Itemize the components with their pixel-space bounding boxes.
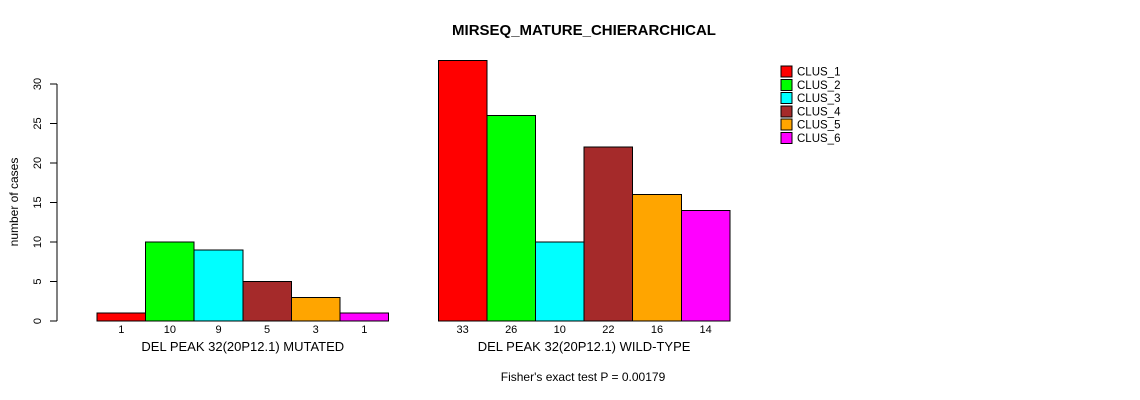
bar-value-label: 10 [164, 324, 176, 336]
bar-value-label: 5 [264, 324, 270, 336]
y-axis-tick-label: 0 [32, 318, 44, 324]
legend-swatch-clus_6 [780, 132, 793, 144]
y-axis-tick-label: 15 [32, 196, 44, 208]
legend-swatch-clus_1 [780, 65, 793, 78]
legend-item-label: CLUS_2 [797, 80, 840, 92]
bar-clus_4-group2 [583, 146, 634, 322]
legend-item-label: CLUS_1 [797, 67, 840, 79]
legend-swatch-clus_3 [780, 92, 793, 105]
y-axis-tick-label: 20 [32, 157, 44, 169]
y-axis-tick-label: 5 [32, 278, 44, 284]
legend-swatch-clus_5 [780, 118, 793, 131]
legend-item-label: CLUS_5 [797, 120, 840, 132]
legend-item-label: CLUS_4 [797, 106, 841, 118]
y-axis-tick-label: 10 [32, 236, 44, 248]
chart-title: MIRSEQ_MATURE_CHIERARCHICAL [452, 22, 716, 39]
bar-value-label: 1 [118, 324, 124, 336]
legend-item-label: CLUS_3 [797, 93, 840, 105]
bar-value-labels: 1 10 9 5 3 1 33 26 10 22 16 14 [118, 324, 711, 336]
bar-clus_6-group2 [680, 209, 731, 322]
y-axis: 0 5 10 15 20 25 30 [32, 78, 58, 324]
bar-clus_2-group2 [486, 115, 536, 322]
bar-value-label: 14 [699, 324, 711, 336]
bar-clus_5-group1 [290, 296, 341, 322]
legend-swatch-clus_4 [780, 105, 793, 118]
bar-clus_2-group1 [145, 241, 195, 322]
bar-value-label: 16 [651, 324, 663, 336]
fisher-test-annotation: Fisher's exact test P = 0.00179 [501, 370, 666, 384]
bar-value-label: 26 [505, 324, 517, 336]
bar-value-label: 22 [602, 324, 614, 336]
group-2-axis-label: DEL PEAK 32(20P12.1) WILD-TYPE [478, 339, 691, 354]
bar-value-label: 3 [313, 324, 319, 336]
bar-value-label: 10 [554, 324, 566, 336]
bar-clus_3-group2 [535, 241, 585, 322]
bar-clus_1-group2 [437, 59, 488, 322]
bar-clus_3-group1 [193, 249, 244, 322]
legend-item-label: CLUS_6 [797, 133, 840, 145]
group-1-axis-label: DEL PEAK 32(20P12.1) MUTATED [141, 339, 344, 354]
bar-value-label: 33 [456, 324, 468, 336]
bar-value-label: 9 [215, 324, 221, 336]
y-axis-tick-label: 30 [32, 78, 44, 90]
bar-clus_6-group1 [339, 312, 390, 322]
legend-swatch-clus_2 [780, 78, 793, 91]
y-axis-label: number of cases [7, 158, 21, 247]
bar-clus_1-group1 [96, 312, 147, 322]
bar-clus_4-group1 [242, 281, 292, 322]
bar-clus_5-group2 [632, 194, 682, 322]
bar-series [96, 59, 731, 322]
y-axis-tick-label: 25 [32, 117, 44, 129]
bar-value-label: 1 [361, 324, 367, 336]
